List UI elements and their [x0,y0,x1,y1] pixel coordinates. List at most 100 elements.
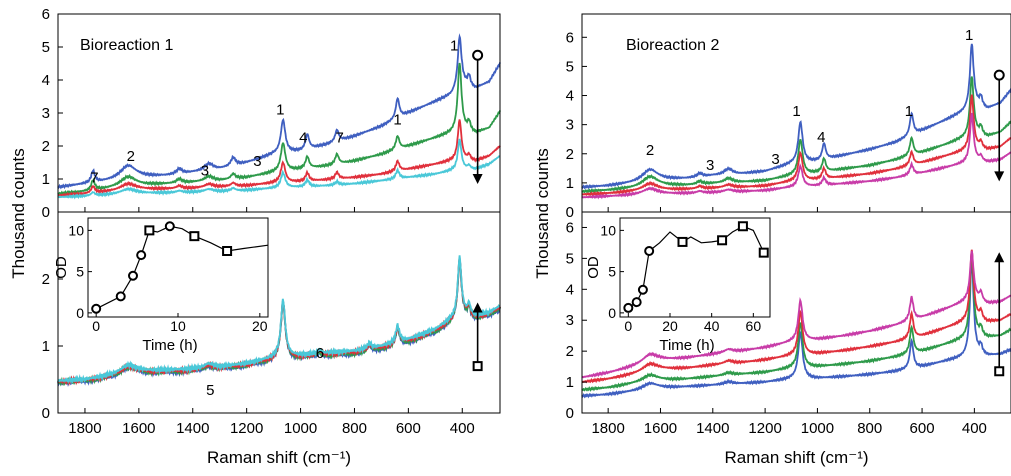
panel-right-top-peak-label: 3 [706,157,714,174]
panel-left-top-panel-title: Bioreaction 1 [80,37,173,54]
panel-right-top-arrow-circle-marker [993,69,1005,81]
panel-right-inset-x-label: Time (h) [659,337,714,354]
panel-left-od-square-point [144,225,155,236]
panel-left-top-peak-label: 1 [276,102,284,119]
panel-right-top-peak-label: 1 [792,103,800,120]
panel-left-top-y-tick-label: 6 [42,6,50,23]
panel-right-bottom-y-tick-label: 5 [566,250,574,267]
panel-left-top-y-tick-label: 0 [42,204,50,221]
panel-right-top-arrow-head [994,171,1005,182]
panel-left-x-tick-label: 600 [396,420,421,437]
panel-right-top-peak-label: 4 [817,129,825,146]
panel-right-x-tick-label: 800 [857,420,882,437]
panel-right-od-circle-point [644,246,655,256]
panel-left-bottom-y-tick-label: 0 [42,405,50,422]
panel-right-inset-y-tick-label: 10 [600,222,616,238]
panel-left-top-peak-label: 7 [90,169,98,186]
panel-right-od-square-point [677,236,688,247]
panel-right-top-y-tick-label: 0 [566,204,574,221]
panel-right-bottom-y-tick-label: 0 [566,405,574,422]
panel-left-od-circle-point [136,250,147,261]
panel-left-top-y-tick-label: 1 [42,171,50,188]
panel-left-top-peak-label: 3 [201,163,209,180]
panel-left-bottom-y-tick-label: 1 [42,338,50,355]
panel-left-bottom-peak-label: 6 [316,345,324,362]
panel-left-x-tick-label: 1200 [230,420,263,437]
panel-right-top-peak-label: 1 [905,103,913,120]
panel-left-x-axis-label: Raman shift (cm⁻¹) [207,448,351,467]
panel-left-x-tick-label: 1000 [284,420,317,437]
panel-right-inset-x-tick-label: 60 [746,318,762,334]
panel-left-top-y-tick-label: 5 [42,39,50,56]
panel-right-top-series-line [581,94,1011,197]
panel-right-bottom-arrow-head [994,252,1005,263]
panel-right-inset-y-label: OD [585,256,602,279]
panel-right-top-panel-title: Bioreaction 2 [626,37,719,54]
panel-right-inset-y-tick-label: 0 [608,305,616,321]
panel-left-x-tick-label: 1800 [68,420,101,437]
panel-right-od-square-point [758,247,769,258]
panel-right-top-peak-label: 3 [771,151,779,168]
panel-right-inset-x-tick-label: 20 [662,318,678,334]
panel-right-bottom-series-line [581,249,1011,384]
panel-left-top-peak-label: 1 [393,112,401,129]
panel-right-bottom-frame [581,211,1011,414]
panel-right-od-circle-point [637,284,648,295]
panel-left-inset-x-label: Time (h) [142,337,197,354]
panel-left-inset-y-tick-label: 0 [76,305,84,321]
panel-left-od-circle-point [128,270,138,281]
panel-left-top-peak-label: 7 [335,130,343,147]
panel-right-y-axis-label: Thousand counts [533,148,552,278]
panel-right-bottom-plot: 0 1 2 3 4 5 6 [566,219,1011,422]
panel-left-top-series-line [57,119,501,198]
panel-left-inset-y-tick-label: 5 [76,264,84,280]
panel-right-bottom-arrow-square-marker [994,366,1005,377]
panel-right-bottom-y-tick-label: 1 [566,374,574,391]
panel-right-od-circle-point [623,302,634,313]
panel-right-bottom-y-tick-label: 4 [566,281,574,298]
panel-left-top-peak-label: 3 [253,153,261,170]
panel-left-bottom-series-line [57,255,501,385]
panel-right-x-tick-label: 1800 [591,420,624,437]
panel-right-x-tick-label: 600 [910,420,935,437]
panel-left-inset: 0 5 10 0 10 20 Time (h) OD [53,217,269,354]
panel-right-bottom-series-line [581,258,1011,399]
panel-left-od-circle-point [164,221,175,232]
panel-right-od-square-point [737,221,748,232]
panel-left-bottom-y-tick-label: 2 [42,271,50,288]
panel-left-od-square-point [222,246,233,256]
panel-right-top-series-line [581,43,1011,190]
panel-right-bottom-series-line [581,250,1011,379]
panel-right-top-peak-label: 2 [646,142,654,159]
panel-left-top-peak-label: 4 [299,130,307,147]
panel-right-inset-x-tick-label: 40 [704,318,720,334]
panel-left-top-peak-label: 1 [450,37,458,54]
panel-left-top-series-line [57,138,501,200]
panel-right-bottom-y-tick-label: 3 [566,312,574,329]
panel-left-od-square-point [189,231,200,242]
panel-right-top-series-line [581,76,1011,194]
panel-left-od-circle-point [91,303,102,314]
panel-left-top-y-tick-label: 2 [42,138,50,155]
panel-left-y-axis-label: Thousand counts [9,148,28,278]
panel-left-top-series-line [57,62,501,196]
panel-left-top-arrow-circle-marker [472,49,484,61]
panel-right-inset-x-tick-label: 0 [624,318,632,334]
panel-right-x-tick-label: 1000 [801,420,834,437]
panel-right-top-y-tick-label: 1 [566,175,574,192]
panel-left-inset-x-tick-label: 0 [92,318,100,334]
panel-right-bottom-y-tick-label: 2 [566,343,574,360]
panel-left-top-y-tick-label: 3 [42,105,50,122]
panel-left-bottom-peak-label: 5 [206,382,214,399]
panel-left-top-peak-label: 2 [127,148,135,165]
panel-right-x-axis-label: Raman shift (cm⁻¹) [724,448,868,467]
panel-right-top-y-tick-label: 3 [566,117,574,134]
panel-left-inset-x-tick-label: 10 [170,318,186,334]
panel-right-bottom-series-line [581,251,1011,392]
panel-left-top-y-tick-label: 4 [42,72,50,89]
panel-left-inset-frame [87,217,269,318]
panel-right-top-y-tick-label: 4 [566,88,574,105]
panel-right-od-square-point [717,235,728,246]
